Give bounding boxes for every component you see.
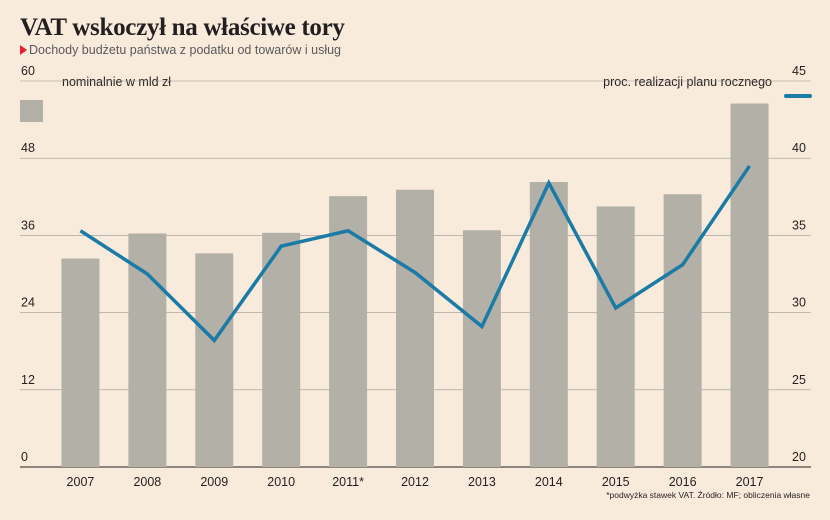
chart-title: VAT wskoczył na właściwe tory (20, 14, 345, 41)
legend-bar-swatch (20, 100, 43, 122)
x-axis-tick-label: 2015 (602, 475, 630, 489)
bar (262, 232, 301, 467)
x-axis-tick-label: 2010 (267, 475, 295, 489)
x-axis-tick-label: 2017 (736, 475, 764, 489)
bar (596, 206, 635, 467)
left-axis-tick-label: 12 (21, 373, 35, 387)
right-axis-tick-label: 30 (792, 296, 806, 310)
bar (462, 230, 501, 467)
left-axis-tick-label: 36 (21, 218, 35, 232)
x-axis-tick-label: 2008 (133, 475, 161, 489)
left-axis-unit: nominalnie w mld zł (62, 75, 172, 89)
footnote: *podwyżka stawek VAT. Źródło: MF; oblicz… (606, 490, 810, 500)
x-axis-tick-label: 2016 (669, 475, 697, 489)
right-axis-tick-label: 25 (792, 373, 806, 387)
x-axis-tick-label: 2011* (332, 475, 364, 489)
bar (663, 194, 702, 467)
x-axis-tick-label: 2013 (468, 475, 496, 489)
bar (195, 253, 234, 467)
x-axis-tick-label: 2007 (67, 475, 95, 489)
chart-subtitle: Dochody budżetu państwa z podatku od tow… (20, 43, 341, 57)
red-triangle-icon (20, 45, 27, 55)
bar (128, 233, 167, 467)
left-axis-tick-label: 60 (21, 64, 35, 78)
left-axis-tick-label: 48 (21, 141, 35, 155)
bar (529, 182, 568, 467)
left-axis-tick-label: 0 (21, 450, 28, 464)
bar (396, 189, 434, 467)
left-axis-tick-label: 24 (21, 296, 35, 310)
legend-line-swatch (784, 94, 812, 98)
right-axis-tick-label: 45 (792, 64, 806, 78)
bar (730, 103, 769, 468)
bar (61, 258, 100, 467)
subtitle-text: Dochody budżetu państwa z podatku od tow… (29, 43, 341, 57)
right-axis-tick-label: 40 (792, 141, 806, 155)
x-axis-tick-label: 2009 (200, 475, 228, 489)
right-axis-tick-label: 20 (792, 450, 806, 464)
right-axis-tick-label: 35 (792, 218, 806, 232)
bar (329, 196, 368, 467)
x-axis-tick-label: 2012 (401, 475, 429, 489)
right-axis-unit: proc. realizacji planu rocznego (603, 75, 772, 89)
x-axis-tick-label: 2014 (535, 475, 563, 489)
